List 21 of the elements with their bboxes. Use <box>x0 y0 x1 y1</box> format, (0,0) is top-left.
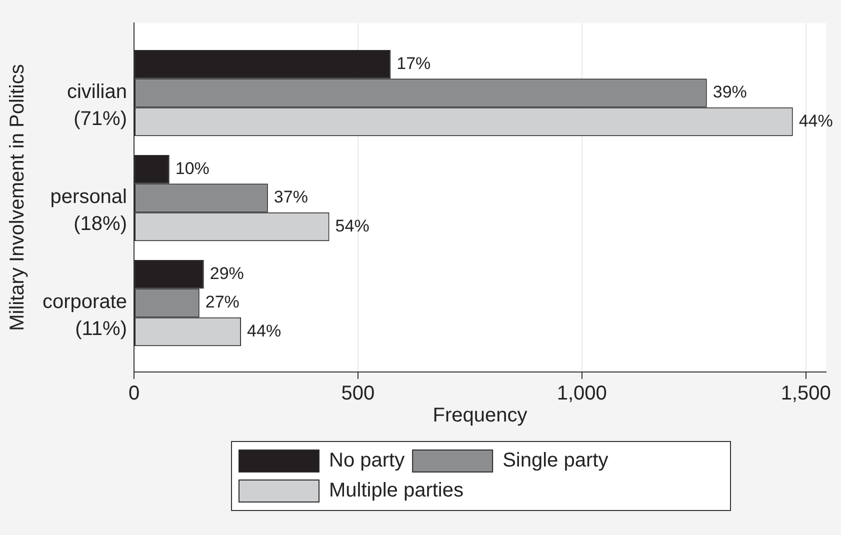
annotation: 54% <box>335 216 370 236</box>
annotation: 44% <box>798 111 833 130</box>
x-tick-label: 1,000 <box>556 382 607 405</box>
annotation: 10% <box>175 159 210 178</box>
legend-label: No party <box>329 450 405 472</box>
x-tick-label: 500 <box>341 382 375 405</box>
annotation: 39% <box>712 82 747 102</box>
y-tick-label: civilian (71%) <box>66 81 127 130</box>
annotation: 27% <box>205 292 240 312</box>
legend-label: Single party <box>502 450 608 472</box>
y-axis-title: Military Involvement in Politics <box>6 64 29 331</box>
legend-label: Multiple parties <box>329 480 464 502</box>
annotation: 17% <box>396 54 431 74</box>
annotation: 44% <box>247 321 282 340</box>
y-tick-label: corporate (11%) <box>42 291 127 340</box>
x-tick-label: 1,500 <box>780 382 831 405</box>
y-tick-label: personal (18%) <box>50 186 127 236</box>
x-tick-label: 0 <box>128 382 140 405</box>
annotation: 37% <box>274 188 308 207</box>
x-axis-title: Frequency <box>432 404 528 427</box>
annotation: 29% <box>210 264 244 284</box>
